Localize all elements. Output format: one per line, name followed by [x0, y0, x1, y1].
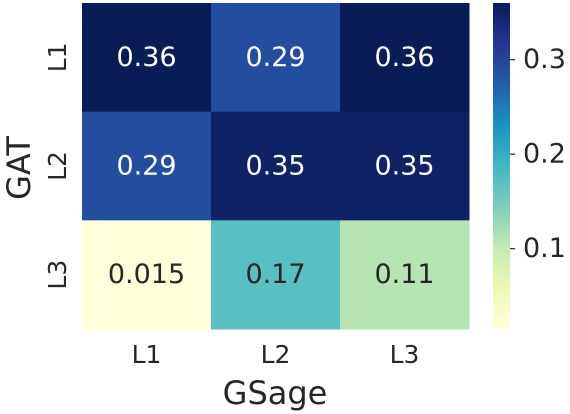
y-tick-labels: L1 L2 L3 — [43, 42, 72, 289]
heatmap-cell-labels: 0.36 0.29 0.36 0.29 0.35 0.35 0.015 0.17 0.11 — [108, 42, 435, 290]
heatmap-cell-label-r1-c2: 0.29 — [245, 42, 305, 73]
heatmap-cell-r1-c1 — [82, 3, 212, 113]
y-tick-label-2: L2 — [43, 151, 72, 181]
x-tick-label-1: L1 — [132, 340, 162, 369]
heatmap-cell-label-r1-c1: 0.36 — [116, 42, 176, 73]
colorbar-tick-label-1: 0.1 — [523, 233, 566, 264]
heatmap-cell-label-r2-c1: 0.29 — [116, 151, 176, 182]
x-tick-label-2: L2 — [261, 340, 291, 369]
heatmap-cells — [82, 3, 470, 330]
colorbar-gradient — [493, 3, 510, 329]
heatmap-cell-label-r1-c3: 0.36 — [374, 42, 434, 73]
y-axis-title: GAT — [0, 136, 38, 200]
heatmap-cell-r3-c1 — [82, 220, 212, 330]
heatmap-cell-label-r2-c3: 0.35 — [374, 151, 434, 182]
heatmap-cell-r2-c2 — [211, 111, 341, 221]
heatmap-cell-r2-c3 — [340, 111, 470, 221]
heatmap-cell-r2-c1 — [82, 111, 212, 221]
colorbar-tick-label-3: 0.3 — [523, 44, 566, 75]
heatmap-cell-r1-c2 — [211, 3, 341, 113]
heatmap-cell-r3-c2 — [211, 220, 341, 330]
y-tick-label-1: L1 — [43, 42, 72, 72]
heatmap-cell-r1-c3 — [340, 3, 470, 113]
y-tick-label-3: L3 — [43, 260, 72, 290]
heatmap-cell-label-r3-c1: 0.015 — [108, 259, 185, 290]
heatmap-cell-label-r2-c2: 0.35 — [245, 151, 305, 182]
x-tick-label-3: L3 — [390, 340, 420, 369]
x-tick-labels: L1 L2 L3 — [132, 340, 420, 369]
colorbar-tick-label-2: 0.2 — [523, 139, 566, 170]
heatmap-cell-r3-c3 — [340, 220, 470, 330]
x-axis-title: GSage — [223, 374, 328, 412]
colorbar-ticks: 0.1 0.2 0.3 — [510, 44, 566, 264]
heatmap-cell-label-r3-c3: 0.11 — [374, 259, 434, 290]
heatmap-cell-label-r3-c2: 0.17 — [245, 259, 305, 290]
colorbar: 0.1 0.2 0.3 — [493, 3, 566, 329]
